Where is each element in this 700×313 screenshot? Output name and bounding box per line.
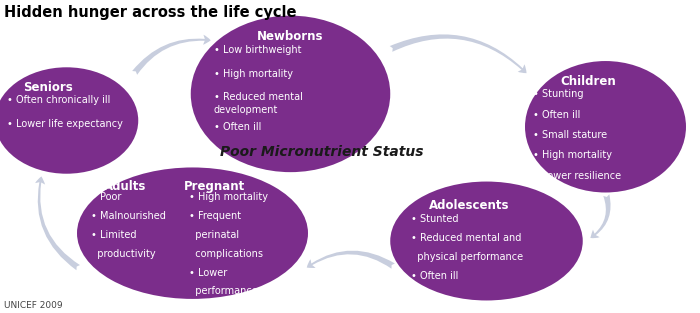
Ellipse shape <box>525 61 686 192</box>
Text: Pregnant: Pregnant <box>183 180 245 193</box>
Text: UNICEF 2009: UNICEF 2009 <box>4 301 62 310</box>
Text: • Often chronically ill: • Often chronically ill <box>7 95 111 105</box>
Text: • Lower: • Lower <box>189 268 228 278</box>
Text: Poor Micronutrient Status: Poor Micronutrient Status <box>220 145 424 159</box>
FancyArrowPatch shape <box>390 34 526 73</box>
Text: Hidden hunger across the life cycle: Hidden hunger across the life cycle <box>4 5 296 20</box>
Text: • High mortality: • High mortality <box>214 69 293 79</box>
Ellipse shape <box>190 16 391 172</box>
Text: Adults: Adults <box>104 180 146 193</box>
Text: • Reduced mental and: • Reduced mental and <box>411 233 522 243</box>
Text: • High mortality: • High mortality <box>533 150 612 160</box>
Text: • Low birthweight: • Low birthweight <box>214 45 301 55</box>
Text: Adolescents: Adolescents <box>429 199 510 212</box>
Text: Seniors: Seniors <box>23 81 73 95</box>
Text: • Stunted: • Stunted <box>411 214 458 224</box>
FancyArrowPatch shape <box>35 177 80 270</box>
Text: physical performance: physical performance <box>411 252 523 262</box>
Ellipse shape <box>390 182 582 300</box>
Ellipse shape <box>77 167 308 299</box>
Text: • Small stature: • Small stature <box>533 130 608 140</box>
Text: • Malnourished: • Malnourished <box>91 211 166 221</box>
Text: • Poor: • Poor <box>91 192 121 203</box>
Text: performance: performance <box>189 286 258 296</box>
Text: • Often ill: • Often ill <box>411 271 458 281</box>
Text: productivity: productivity <box>91 249 155 259</box>
FancyArrowPatch shape <box>307 251 395 269</box>
FancyArrowPatch shape <box>132 35 211 75</box>
Text: • Often ill: • Often ill <box>533 110 581 120</box>
Text: • High mortality: • High mortality <box>189 192 268 203</box>
Text: • Reduced mental
development: • Reduced mental development <box>214 92 302 115</box>
Text: • Lower resilience: • Lower resilience <box>533 171 622 181</box>
Text: complications: complications <box>189 249 263 259</box>
Text: • Frequent: • Frequent <box>189 211 241 221</box>
Text: Children: Children <box>560 75 616 88</box>
Text: Newborns: Newborns <box>258 30 323 43</box>
FancyArrowPatch shape <box>590 194 610 238</box>
Text: • Often ill: • Often ill <box>214 122 261 132</box>
Text: • Lower life expectancy: • Lower life expectancy <box>7 119 123 129</box>
Text: • Stunting: • Stunting <box>533 89 584 99</box>
Text: • Limited: • Limited <box>91 230 136 240</box>
Ellipse shape <box>0 67 139 174</box>
Text: perinatal: perinatal <box>189 230 239 240</box>
